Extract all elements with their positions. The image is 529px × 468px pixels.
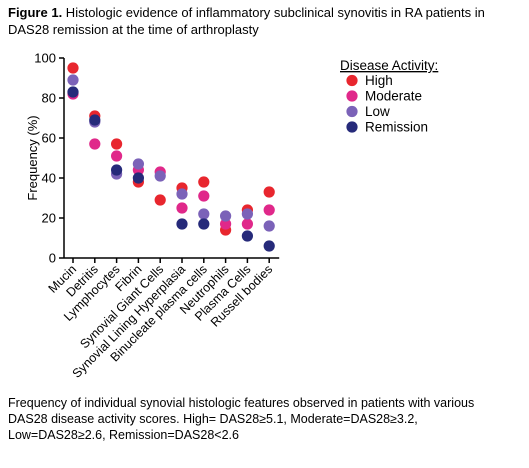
figure-title-text: Histologic evidence of inflammatory subc…	[8, 5, 485, 37]
data-point-low	[220, 210, 232, 222]
data-point-remission	[241, 230, 253, 242]
figure-title-label: Figure 1.	[8, 5, 63, 20]
caption-line-2: DAS28 disease activity scores. High= DAS…	[8, 412, 418, 426]
y-axis-title: Frequency (%)	[25, 115, 40, 200]
data-point-low	[241, 208, 253, 220]
data-point-moderate	[111, 150, 123, 162]
data-point-low	[176, 188, 188, 200]
data-point-high	[154, 194, 166, 206]
data-point-remission	[198, 218, 210, 230]
legend-marker-high	[346, 74, 358, 87]
legend-label-moderate: Moderate	[365, 89, 422, 104]
data-point-remission	[176, 218, 188, 230]
y-tick-label: 80	[42, 91, 56, 106]
data-point-low	[154, 170, 166, 182]
data-point-remission	[263, 240, 275, 252]
y-tick-label: 20	[42, 211, 56, 226]
figure-caption: Frequency of individual synovial histolo…	[8, 395, 523, 443]
legend-marker-remission	[346, 121, 358, 133]
y-tick-label: 40	[42, 171, 56, 186]
data-point-moderate	[176, 202, 188, 214]
data-point-moderate	[89, 138, 101, 150]
legend-marker-moderate	[346, 90, 358, 102]
data-point-remission	[132, 172, 144, 184]
data-point-remission	[67, 86, 79, 98]
data-point-low	[67, 74, 79, 86]
legend-title: Disease Activity:	[340, 58, 438, 73]
data-point-remission	[89, 114, 101, 126]
data-point-moderate	[198, 190, 210, 202]
data-point-moderate	[241, 218, 253, 230]
data-point-remission	[111, 164, 123, 176]
data-point-high	[198, 176, 210, 188]
legend-marker-low	[346, 105, 358, 118]
data-point-low	[132, 158, 144, 170]
legend-label-high: High	[365, 73, 393, 88]
data-point-moderate	[220, 218, 232, 230]
caption-line-1: Frequency of individual synovial histolo…	[8, 396, 475, 410]
data-point-high	[67, 62, 79, 74]
data-point-low	[263, 220, 275, 232]
chart-legend: Disease Activity:HighModerateLowRemissio…	[340, 58, 438, 135]
data-point-high	[111, 138, 123, 150]
y-tick-label: 60	[42, 131, 56, 146]
legend-label-remission: Remission	[365, 120, 428, 135]
data-point-moderate	[263, 204, 275, 216]
y-tick-label: 100	[34, 51, 56, 66]
data-point-low	[198, 208, 210, 220]
chart-points	[67, 62, 275, 252]
legend-label-low: Low	[365, 104, 390, 119]
data-point-high	[263, 186, 275, 198]
figure-title: Figure 1. Histologic evidence of inflamm…	[8, 4, 523, 38]
caption-line-3: Low=DAS28≥2.6, Remission=DAS28<2.6	[8, 428, 239, 442]
y-tick-label: 0	[49, 251, 56, 266]
